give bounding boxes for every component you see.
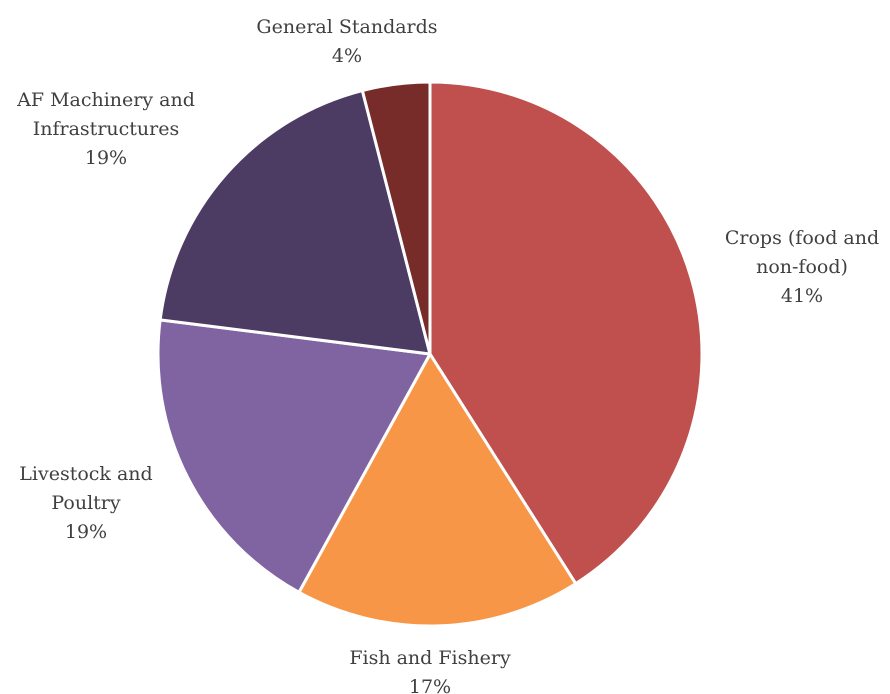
label-general-standards: General Standards 4% — [256, 16, 437, 67]
label-livestock-and-poultry: Livestock and Poultry 19% — [19, 463, 152, 543]
slice-af-machinery-and-infrastructures — [158, 89, 432, 356]
value-label: 19% — [85, 147, 127, 169]
pie-labels: Crops (food and non-food) 41% Fish and Fish… — [16, 16, 879, 694]
category-label-line: AF Machinery and — [16, 89, 195, 111]
category-label-line: non-food) — [756, 256, 848, 278]
value-label: 19% — [65, 521, 107, 543]
category-label-line: Fish and Fishery — [349, 647, 511, 669]
label-crops-food-and-non-food: Crops (food and non-food) 41% — [725, 227, 879, 307]
value-label: 4% — [332, 45, 362, 67]
pie-slices — [156, 80, 704, 628]
value-label: 17% — [409, 676, 451, 694]
slice-fish-and-fishery — [297, 352, 578, 628]
category-label-line: Livestock and — [19, 463, 152, 485]
slice-crops-food-and-non-food — [428, 80, 704, 586]
category-label-line: General Standards — [256, 16, 437, 38]
category-label-line: Crops (food and — [725, 227, 879, 249]
category-label-line: Poultry — [51, 492, 120, 514]
slice-livestock-and-poultry — [156, 318, 432, 594]
label-fish-and-fishery: Fish and Fishery 17% — [349, 647, 511, 694]
slice-general-standards — [360, 80, 432, 356]
value-label: 41% — [781, 285, 823, 307]
label-af-machinery-and-infrastructures: AF Machinery and Infrastructures 19% — [16, 89, 195, 169]
category-label-line: Infrastructures — [33, 118, 179, 140]
